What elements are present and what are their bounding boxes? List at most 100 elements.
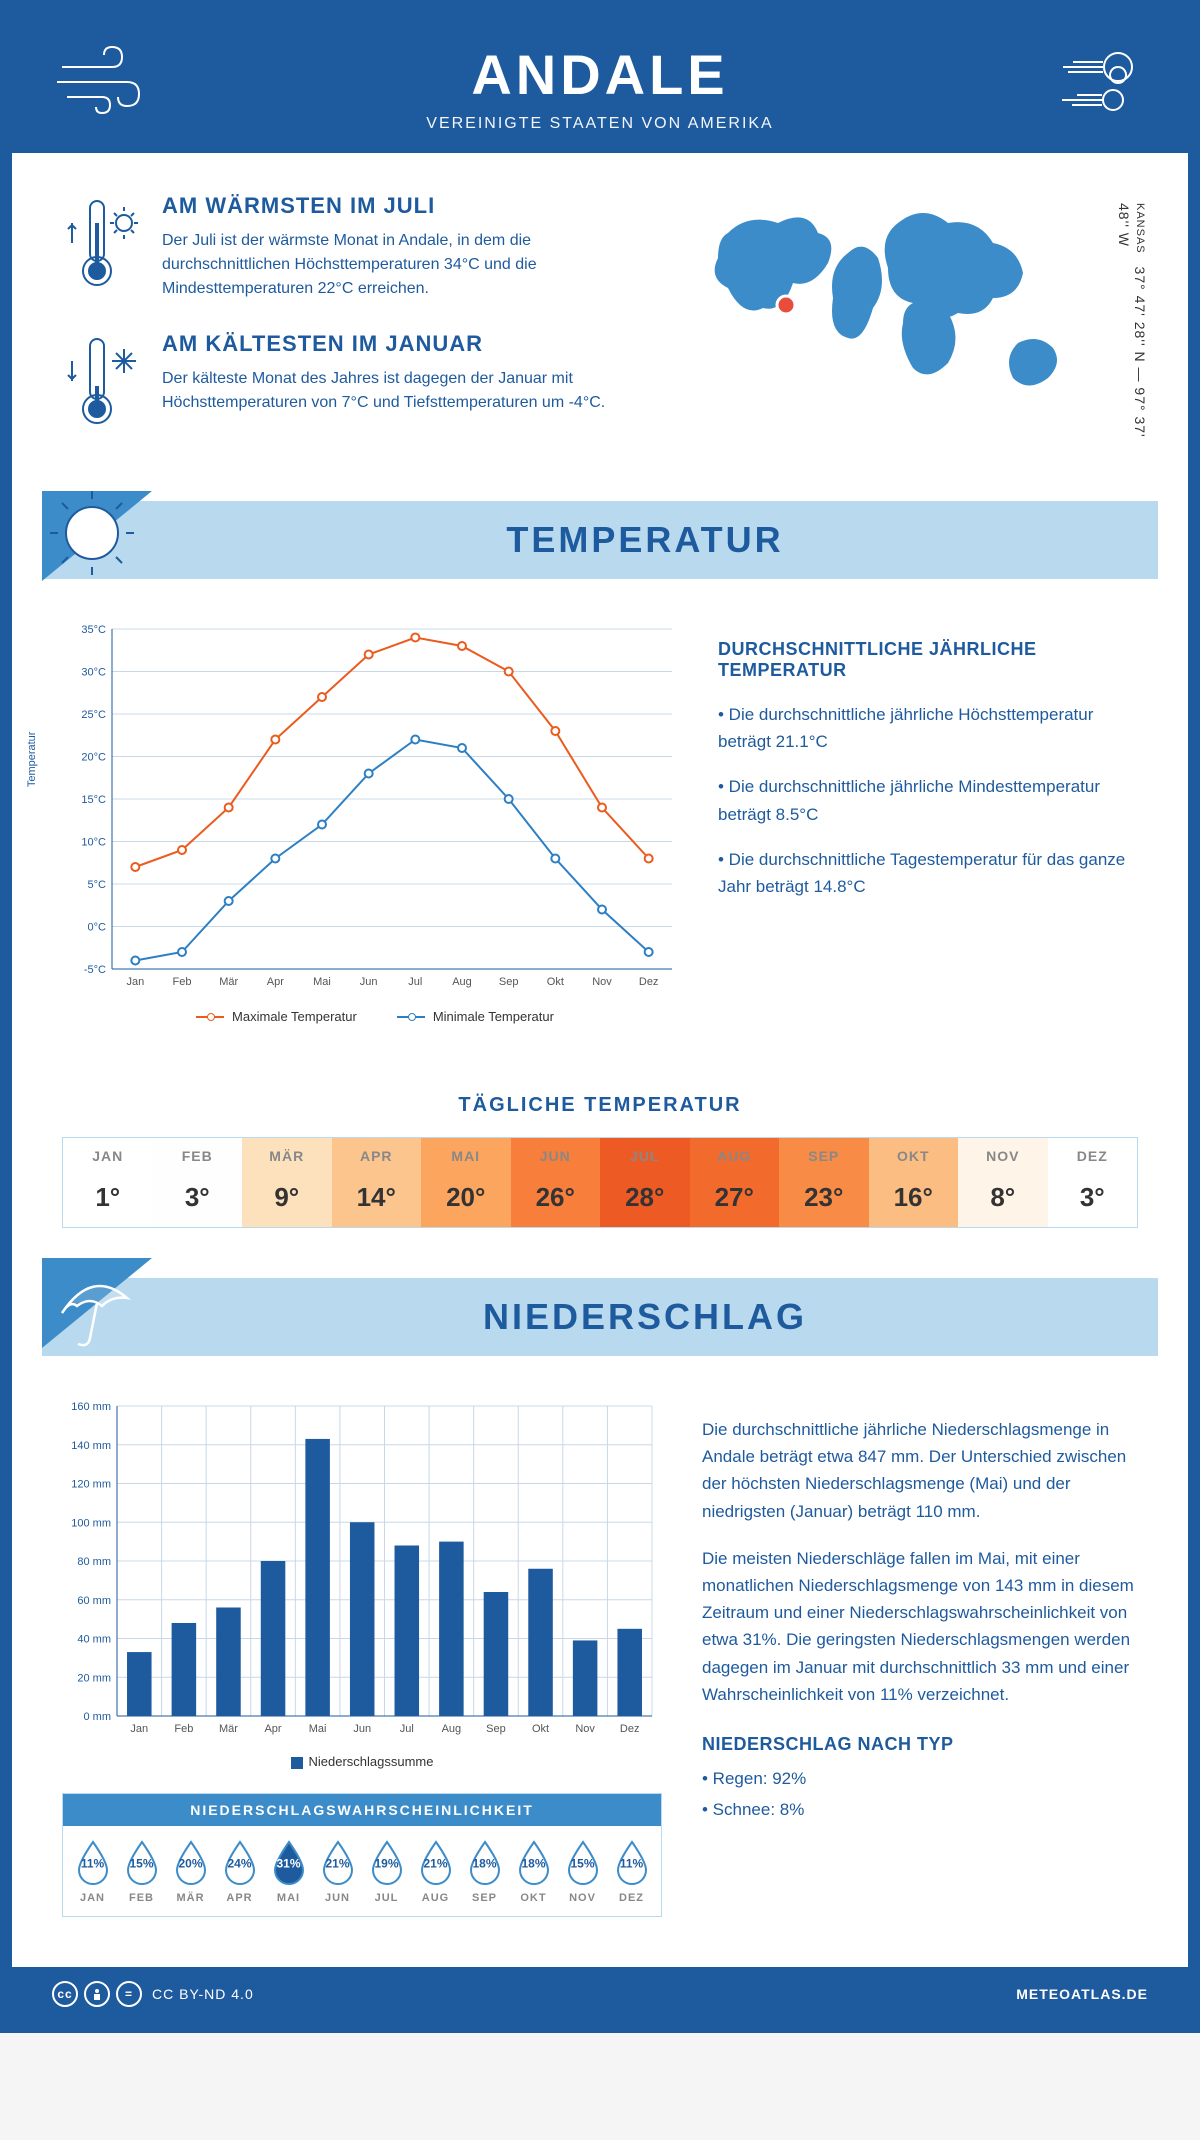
svg-text:160 mm: 160 mm	[71, 1401, 111, 1413]
precip-type-line: • Regen: 92%	[702, 1765, 1138, 1792]
dt-month: DEZ	[1048, 1148, 1138, 1182]
svg-text:10°C: 10°C	[81, 837, 106, 849]
climate-facts: AM WÄRMSTEN IM JULI Der Juli ist der wär…	[62, 193, 638, 461]
precip-prob-value: 18%	[472, 1856, 496, 1870]
daily-temp-cell: MAI20°	[421, 1138, 511, 1227]
precip-prob-value: 15%	[570, 1856, 594, 1870]
precip-type-line: • Schnee: 8%	[702, 1796, 1138, 1823]
daily-temp-cell: MÄR9°	[242, 1138, 332, 1227]
dt-value: 27°	[690, 1182, 780, 1213]
dt-value: 23°	[779, 1182, 869, 1213]
precip-prob-value: 21%	[423, 1856, 447, 1870]
precipitation-title: NIEDERSCHLAG	[182, 1296, 1108, 1338]
precipitation-probability: NIEDERSCHLAGSWAHRSCHEINLICHKEIT 11% JAN …	[62, 1793, 662, 1917]
daily-temp-cell: JUN26°	[511, 1138, 601, 1227]
dt-value: 8°	[958, 1182, 1048, 1213]
cold-text: Der kälteste Monat des Jahres ist dagege…	[162, 367, 638, 415]
warm-text: Der Juli ist der wärmste Monat in Andale…	[162, 229, 638, 301]
svg-text:35°C: 35°C	[81, 624, 106, 636]
dt-month: MÄR	[242, 1148, 332, 1182]
dt-month: MAI	[421, 1148, 511, 1182]
svg-text:Okt: Okt	[547, 976, 564, 988]
wind-icon	[1038, 42, 1148, 122]
thermometer-hot-icon	[62, 193, 142, 293]
raindrop-icon: 19%	[367, 1838, 407, 1886]
license-text: CC BY-ND 4.0	[152, 1986, 254, 2002]
raindrop-icon: 20%	[171, 1838, 211, 1886]
precip-prob-value: 20%	[178, 1856, 202, 1870]
raindrop-icon: 21%	[416, 1838, 456, 1886]
precipitation-section: Niederschlag 0 mm20 mm40 mm60 mm80 mm100…	[12, 1356, 1188, 1937]
svg-text:0°C: 0°C	[88, 922, 107, 934]
dt-month: APR	[332, 1148, 422, 1182]
dt-value: 28°	[600, 1182, 690, 1213]
svg-text:Apr: Apr	[264, 1723, 281, 1735]
cold-title: AM KÄLTESTEN IM JANUAR	[162, 331, 638, 357]
precip-prob-value: 15%	[129, 1856, 153, 1870]
precip-prob-title: NIEDERSCHLAGSWAHRSCHEINLICHKEIT	[63, 1794, 661, 1826]
state-label: KANSAS	[1134, 203, 1146, 254]
pp-month: DEZ	[608, 1892, 655, 1904]
warm-fact: AM WÄRMSTEN IM JULI Der Juli ist der wär…	[62, 193, 638, 301]
dt-value: 3°	[1048, 1182, 1138, 1213]
dt-month: JUN	[511, 1148, 601, 1182]
precip-prob-value: 24%	[227, 1856, 251, 1870]
precip-prob-cell: 18% SEP	[461, 1838, 508, 1904]
precip-p2: Die meisten Niederschläge fallen im Mai,…	[702, 1545, 1138, 1708]
svg-text:Jun: Jun	[360, 976, 378, 988]
svg-text:30°C: 30°C	[81, 667, 106, 679]
daily-temp-cell: DEZ3°	[1048, 1138, 1138, 1227]
raindrop-icon: 24%	[220, 1838, 260, 1886]
infographic-page: ANDALE VEREINIGTE STAATEN VON AMERIKA	[0, 0, 1200, 2033]
svg-text:15°C: 15°C	[81, 794, 106, 806]
precip-prob-value: 18%	[521, 1856, 545, 1870]
svg-text:Mai: Mai	[309, 1723, 327, 1735]
temperature-title: TEMPERATUR	[182, 519, 1108, 561]
svg-text:Nov: Nov	[575, 1723, 595, 1735]
thermometer-cold-icon	[62, 331, 142, 431]
svg-text:Dez: Dez	[639, 976, 659, 988]
svg-text:5°C: 5°C	[88, 879, 107, 891]
sun-icon	[42, 491, 162, 591]
dt-value: 20°	[421, 1182, 511, 1213]
svg-text:120 mm: 120 mm	[71, 1479, 111, 1491]
svg-text:Dez: Dez	[620, 1723, 640, 1735]
cc-icons: cc =	[52, 1981, 142, 2007]
svg-text:Feb: Feb	[173, 976, 192, 988]
nd-icon: =	[116, 1981, 142, 2007]
dt-month: NOV	[958, 1148, 1048, 1182]
temperature-section: Temperatur -5°C0°C5°C10°C15°C20°C25°C30°…	[12, 579, 1188, 1064]
daily-temp-grid: JAN1°FEB3°MÄR9°APR14°MAI20°JUN26°JUL28°A…	[62, 1137, 1138, 1228]
raindrop-icon: 11%	[612, 1838, 652, 1886]
dt-value: 1°	[63, 1182, 153, 1213]
svg-text:Aug: Aug	[442, 1723, 462, 1735]
pp-month: SEP	[461, 1892, 508, 1904]
svg-text:Jan: Jan	[130, 1723, 148, 1735]
precipitation-chart: Niederschlag 0 mm20 mm40 mm60 mm80 mm100…	[62, 1396, 662, 1746]
page-subtitle: VEREINIGTE STAATEN VON AMERIKA	[52, 115, 1148, 133]
svg-text:Apr: Apr	[267, 976, 284, 988]
dt-month: FEB	[153, 1148, 243, 1182]
brand: METEOATLAS.DE	[1016, 1986, 1148, 2002]
pp-month: NOV	[559, 1892, 606, 1904]
temp-stat-line: • Die durchschnittliche jährliche Mindes…	[718, 773, 1138, 827]
temperature-chart: Temperatur -5°C0°C5°C10°C15°C20°C25°C30°…	[62, 619, 688, 1024]
pp-month: FEB	[118, 1892, 165, 1904]
dt-value: 14°	[332, 1182, 422, 1213]
svg-text:Jun: Jun	[353, 1723, 371, 1735]
svg-text:60 mm: 60 mm	[77, 1595, 111, 1607]
svg-text:140 mm: 140 mm	[71, 1440, 111, 1452]
svg-text:0 mm: 0 mm	[84, 1711, 112, 1723]
top-section: AM WÄRMSTEN IM JULI Der Juli ist der wär…	[12, 153, 1188, 501]
svg-text:40 mm: 40 mm	[77, 1634, 111, 1646]
dt-value: 3°	[153, 1182, 243, 1213]
dt-month: OKT	[869, 1148, 959, 1182]
svg-text:Mai: Mai	[313, 976, 331, 988]
precip-legend-label: Niederschlagssumme	[309, 1754, 434, 1769]
page-title: ANDALE	[52, 42, 1148, 107]
svg-text:Feb: Feb	[174, 1723, 193, 1735]
svg-text:Sep: Sep	[499, 976, 519, 988]
precip-prob-value: 19%	[374, 1856, 398, 1870]
precipitation-text: Die durchschnittliche jährliche Niedersc…	[702, 1396, 1138, 1917]
svg-text:Jul: Jul	[400, 1723, 414, 1735]
